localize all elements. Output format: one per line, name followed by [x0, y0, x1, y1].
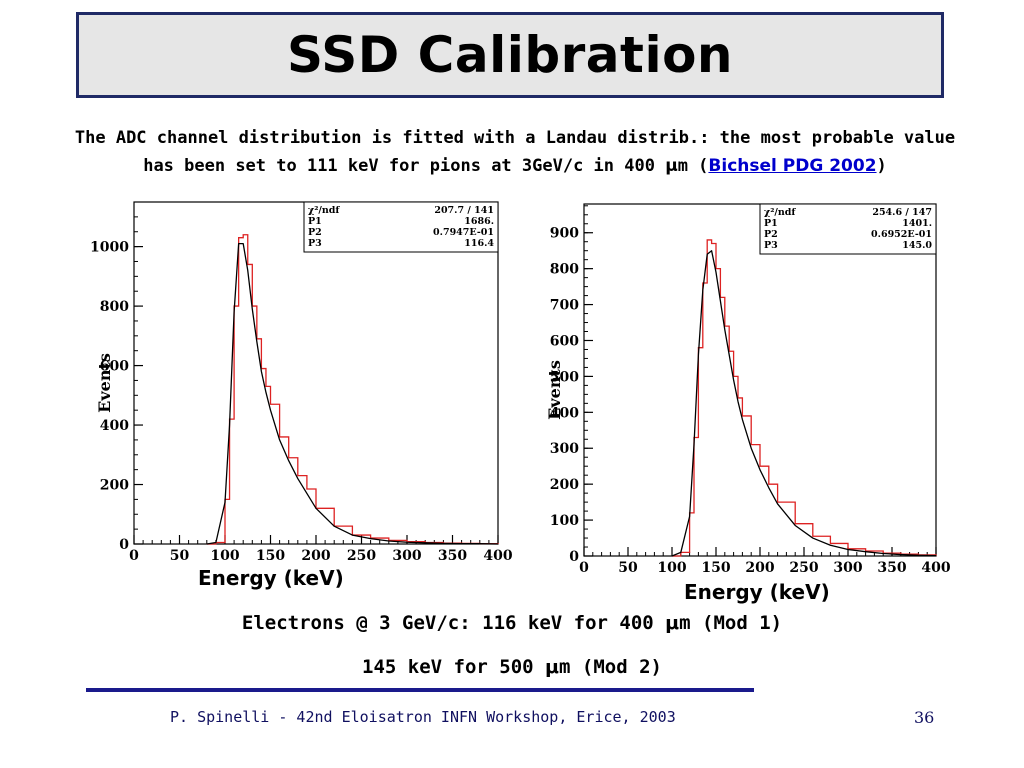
x-tick-label: 50: [618, 560, 638, 576]
x-tick-label: 300: [833, 560, 862, 576]
x-tick-label: 200: [301, 548, 330, 564]
x-tick-label: 350: [877, 560, 906, 576]
y-tick-label: 200: [100, 478, 129, 494]
subtitle-line-1: The ADC channel distribution is fitted w…: [74, 128, 956, 148]
x-tick-label: 150: [701, 560, 730, 576]
subtitle-line-2-suffix: ): [876, 156, 887, 176]
summary-line-1-suffix: m (Mod 1): [679, 612, 783, 634]
left-x-axis-label: Energy (keV): [198, 566, 344, 590]
right-energy-histogram: 0 100 200 300 400 500 600 700 800 900 0 50 100 150 200…: [545, 203, 951, 576]
stats-name: P1: [764, 218, 778, 229]
stats-name: P3: [764, 240, 778, 251]
x-tick-label: 150: [256, 548, 285, 564]
y-axis-label: Events: [95, 353, 114, 413]
stats-name: P1: [308, 216, 322, 227]
y-tick-label: 500: [550, 369, 579, 385]
y-tick-label: 1000: [90, 240, 129, 256]
stats-value: 254.6 / 147: [872, 207, 932, 218]
x-tick-label: 0: [129, 548, 139, 564]
stats-name: χ²/ndf: [308, 205, 340, 216]
subtitle: The ADC channel distribution is fitted w…: [20, 124, 1010, 180]
summary-line-1: Electrons @ 3 GeV/c: 116 keV for 400 μm …: [0, 612, 1024, 634]
summary-line-2-prefix: 145 keV for 500: [362, 656, 546, 678]
x-tick-label: 0: [579, 560, 589, 576]
summary-line-1-prefix: Electrons @ 3 GeV/c: 116 keV for 400: [241, 612, 666, 634]
right-x-axis-label: Energy (keV): [684, 580, 830, 604]
y-tick-label: 100: [550, 513, 579, 529]
y-tick-label: 600: [550, 333, 579, 349]
summary-line-2-suffix: m (Mod 2): [559, 656, 662, 678]
slide-title: SSD Calibration: [286, 26, 734, 84]
mu-symbol: μ: [665, 612, 680, 634]
landau-fit-series: [206, 242, 499, 545]
y-tick-label: 200: [550, 477, 579, 493]
stats-value: 0.6952E-01: [871, 229, 932, 240]
x-tick-label: 400: [483, 548, 512, 564]
mu-symbol: μ: [545, 656, 560, 678]
y-tick-label: 0: [119, 537, 129, 553]
y-tick-label: 600: [100, 359, 129, 375]
stats-name: P2: [764, 229, 778, 240]
x-tick-label: 300: [392, 548, 421, 564]
y-tick-label: 900: [550, 226, 579, 242]
left-energy-histogram: 0 200 400 600 800 1000 0 50 100 150 200 250 300 350 40…: [90, 201, 513, 564]
x-tick-label: 350: [438, 548, 467, 564]
y-tick-label: 700: [550, 298, 579, 314]
footer-citation: P. Spinelli - 42nd Eloisatron INFN Works…: [170, 708, 676, 726]
summary-line-2: 145 keV for 500 μm (Mod 2): [0, 656, 1024, 678]
page-number: 36: [914, 708, 935, 727]
plot-frame: [583, 203, 937, 557]
stats-value: 145.0: [902, 240, 932, 251]
histogram-series: [206, 234, 499, 545]
subtitle-line-2: has been set to 111 keV for pions at 3Ge…: [20, 152, 1010, 180]
x-tick-label: 400: [921, 560, 950, 576]
y-tick-label: 800: [100, 299, 129, 315]
y-axis-label: Events: [545, 360, 564, 420]
stats-name: χ²/ndf: [764, 207, 796, 218]
mu-symbol: μ: [665, 156, 678, 176]
stats-box: [303, 201, 499, 253]
x-tick-label: 250: [347, 548, 376, 564]
y-tick-label: 400: [550, 405, 579, 421]
title-box: SSD Calibration: [76, 12, 944, 98]
stats-value: 1686.: [464, 216, 494, 227]
histogram-series: [672, 239, 937, 557]
stats-name: P3: [308, 238, 322, 249]
stats-value: 116.4: [464, 238, 494, 249]
stats-value: 0.7947E-01: [433, 227, 494, 238]
stats-box: [759, 203, 937, 255]
y-tick-label: 800: [550, 262, 579, 278]
x-tick-label: 100: [657, 560, 686, 576]
plot-frame: [133, 201, 499, 545]
x-tick-label: 100: [210, 548, 239, 564]
x-tick-label: 50: [170, 548, 190, 564]
x-tick-label: 200: [745, 560, 774, 576]
stats-value: 1401.: [902, 218, 932, 229]
x-tick-label: 250: [789, 560, 818, 576]
y-tick-label: 0: [569, 549, 579, 565]
subtitle-line-2-prefix: has been set to 111 keV for pions at 3Ge…: [143, 156, 666, 176]
landau-fit-series: [671, 250, 937, 557]
bichsel-link[interactable]: Bichsel PDG 2002: [708, 156, 877, 176]
footer-rule: [86, 688, 754, 692]
stats-value: 207.7 / 141: [434, 205, 494, 216]
y-tick-label: 300: [550, 441, 579, 457]
y-tick-label: 400: [100, 418, 129, 434]
subtitle-line-2-unit: m (: [677, 156, 709, 176]
stats-name: P2: [308, 227, 322, 238]
